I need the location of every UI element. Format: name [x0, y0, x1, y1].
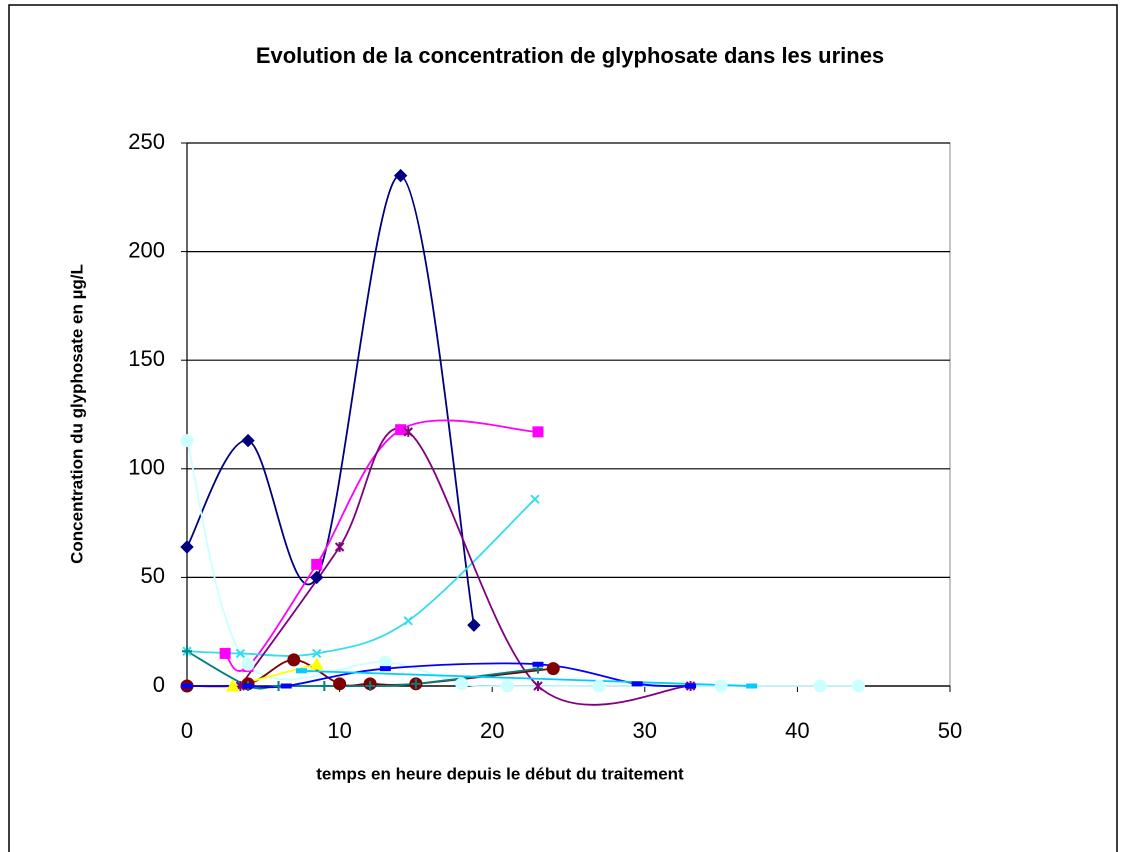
marker: [714, 679, 728, 693]
y-tick-label: 250: [128, 129, 165, 154]
y-tick-label: 150: [128, 346, 165, 371]
y-axis-label: Concentration du glyphosate en µg/L: [67, 264, 86, 564]
marker: [631, 681, 643, 687]
marker: [225, 678, 240, 692]
x-tick-label: 0: [181, 718, 193, 743]
marker: [241, 433, 255, 448]
marker: [746, 683, 758, 689]
marker: [532, 661, 544, 667]
marker: [182, 646, 192, 657]
marker: [500, 679, 514, 693]
marker: [592, 679, 606, 693]
marker: [365, 681, 376, 691]
marker: [242, 683, 254, 689]
marker: [546, 662, 560, 676]
marker: [280, 683, 292, 689]
marker: [403, 426, 413, 437]
marker: [685, 683, 697, 689]
x-tick-label: 20: [480, 718, 504, 743]
x-tick-label: 10: [327, 718, 351, 743]
marker: [295, 668, 307, 674]
y-tick-label: 50: [141, 563, 165, 588]
marker: [395, 424, 407, 436]
marker: [319, 681, 330, 691]
marker: [410, 678, 421, 689]
marker: [851, 679, 865, 693]
marker: [181, 683, 193, 689]
x-tick-label: 30: [633, 718, 657, 743]
x-tick-label: 40: [785, 718, 809, 743]
marker: [235, 648, 246, 659]
marker: [813, 679, 827, 693]
marker: [467, 618, 481, 632]
marker: [312, 648, 322, 659]
x-axis-label: temps en heure depuis le début du traite…: [316, 764, 684, 783]
y-tick-label: 0: [153, 672, 165, 697]
marker: [334, 541, 345, 552]
marker: [311, 558, 323, 570]
y-tick-label: 200: [128, 237, 165, 262]
marker: [333, 677, 347, 691]
marker: [532, 426, 544, 438]
marker: [287, 653, 301, 667]
plot-area: [186, 142, 951, 687]
marker: [533, 681, 543, 691]
series-line: [186, 498, 536, 657]
series-line: [301, 669, 752, 687]
marker: [180, 434, 194, 448]
x-tick-label: 50: [938, 718, 962, 743]
marker: [530, 494, 540, 504]
marker: [310, 570, 324, 585]
y-tick-label: 100: [128, 455, 165, 480]
marker: [379, 666, 391, 672]
marker: [393, 168, 408, 183]
marker: [219, 647, 231, 659]
series-line: [239, 427, 691, 706]
marker: [403, 616, 413, 626]
marker: [180, 540, 194, 554]
marker: [241, 657, 255, 671]
marker: [309, 657, 324, 670]
marker: [455, 677, 469, 691]
chart-title: Evolution de la concentration de glyphos…: [256, 43, 884, 68]
